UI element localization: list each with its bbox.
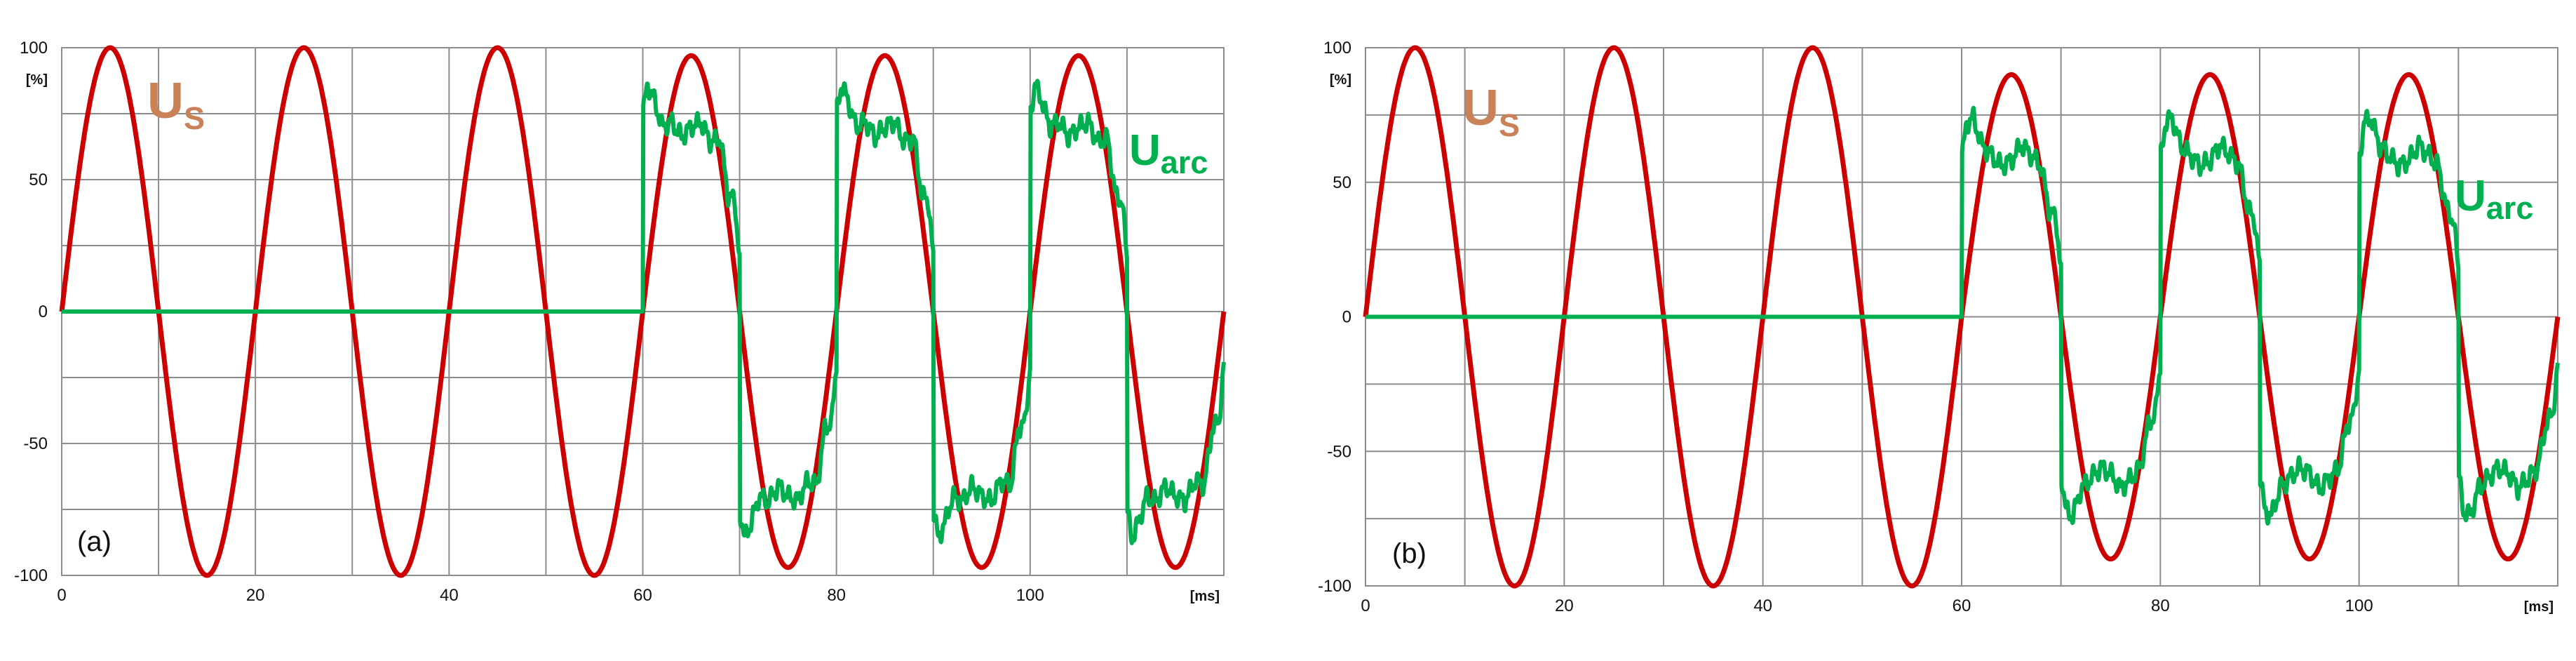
uarc-series-label: Uarc — [1129, 126, 1208, 180]
x-tick-label: 20 — [1555, 596, 1574, 615]
x-tick-label: 40 — [440, 586, 459, 605]
y-tick-label: 100 — [1323, 39, 1351, 58]
x-tick-label: 100 — [1016, 586, 1044, 605]
y-tick-label: 100 — [20, 39, 48, 58]
x-tick-label: 20 — [246, 586, 265, 605]
panel-a: 100 50 0 -50 -100 [%] 0 20 40 60 80 100 [ms] US Uarc (a… — [14, 39, 1227, 605]
x-tick-label: 60 — [633, 586, 652, 605]
y-tick-label: -100 — [14, 566, 48, 585]
us-series-label: US — [1462, 80, 1520, 143]
x-tick-label: 80 — [2151, 596, 2170, 615]
us-series-label: US — [147, 73, 205, 136]
panel-label: (b) — [1392, 538, 1427, 569]
y-unit-label: [%] — [26, 72, 48, 88]
uarc-series-label: Uarc — [2455, 172, 2533, 226]
y-tick-label: -50 — [23, 434, 48, 453]
x-tick-label: 80 — [827, 586, 846, 605]
y-tick-label: 0 — [1342, 308, 1351, 327]
panel-label: (a) — [77, 526, 112, 557]
x-tick-label: 40 — [1753, 596, 1772, 615]
uarc-series-line — [60, 79, 1226, 545]
x-unit-label: [ms] — [1190, 589, 1220, 604]
x-tick-label: 0 — [57, 586, 66, 605]
x-unit-label: [ms] — [2524, 599, 2554, 615]
y-tick-label: 50 — [1333, 173, 1351, 192]
y-unit-label: [%] — [1330, 72, 1351, 88]
panel-b: 100 50 0 -50 -100 [%] 0 20 40 60 80 100 [ms] US Uarc (b… — [1318, 39, 2561, 615]
uarc-series-line — [1363, 105, 2560, 526]
y-tick-label: 0 — [39, 302, 48, 321]
x-tick-label: 100 — [2345, 596, 2373, 615]
y-tick-label: -100 — [1318, 577, 1351, 596]
y-tick-label: -50 — [1327, 442, 1351, 461]
y-tick-label: 50 — [29, 171, 48, 189]
x-tick-label: 0 — [1361, 596, 1370, 615]
x-tick-label: 60 — [1953, 596, 1971, 615]
